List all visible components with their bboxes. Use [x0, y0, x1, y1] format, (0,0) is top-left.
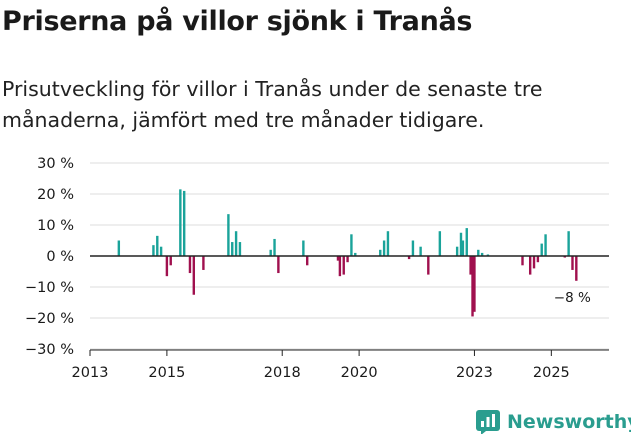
bar — [231, 242, 234, 256]
bar — [165, 256, 169, 277]
bar — [117, 240, 121, 256]
grid-lines — [90, 162, 609, 350]
bar — [563, 256, 566, 258]
bar — [471, 256, 474, 317]
bar — [567, 231, 570, 256]
x-tick-label: 2013 — [72, 365, 109, 381]
bar — [386, 231, 390, 256]
bar — [350, 234, 353, 256]
bar — [536, 256, 540, 263]
bar — [532, 256, 536, 269]
bar — [227, 214, 230, 256]
bar — [159, 246, 163, 256]
bar — [480, 252, 484, 256]
bar — [182, 190, 186, 256]
bar — [202, 256, 205, 270]
bar — [419, 246, 422, 256]
x-tick-label: 2020 — [341, 365, 378, 381]
bar — [152, 245, 155, 256]
x-tick-label: 2025 — [533, 365, 570, 381]
bar — [346, 256, 349, 263]
brand-logo[interactable]: Newsworthy — [476, 407, 631, 437]
bar — [528, 256, 532, 275]
bar — [234, 231, 238, 256]
y-tick-label: −30 % — [25, 342, 74, 358]
bar — [306, 256, 309, 266]
chart-title: Priserna på villor sjönk i Tranås — [2, 6, 473, 37]
bar — [461, 240, 465, 256]
bar — [540, 243, 543, 256]
bars — [117, 189, 578, 317]
y-tick-label: 0 % — [46, 249, 74, 265]
bar — [571, 256, 574, 270]
bar — [336, 256, 340, 261]
y-tick-label: −10 % — [25, 280, 74, 296]
y-tick-label: 30 % — [37, 156, 74, 172]
bar — [469, 256, 472, 275]
bar — [277, 256, 280, 274]
chart-subtitle: Prisutveckling för villor i Tranås under… — [2, 77, 543, 132]
bar — [354, 252, 357, 256]
bar — [473, 256, 476, 312]
bar — [179, 189, 182, 256]
brand-name: Newsworthy — [507, 411, 631, 433]
bar — [411, 240, 415, 256]
bar — [169, 256, 172, 266]
bar — [188, 256, 192, 274]
bar — [486, 254, 490, 256]
bar — [575, 256, 578, 281]
bar — [156, 235, 159, 256]
bar — [379, 249, 382, 256]
bar — [438, 231, 442, 256]
x-tick-label: 2023 — [456, 365, 493, 381]
annotations: −8 % — [554, 290, 591, 306]
x-axis-ticks: 2013 2015 2018 2020 2023 2025 — [72, 350, 570, 381]
y-tick-label: 20 % — [37, 187, 74, 203]
bar — [427, 256, 430, 275]
bar — [521, 256, 524, 266]
bar — [338, 256, 342, 277]
bar — [192, 256, 195, 295]
bar — [407, 256, 411, 260]
bar — [238, 242, 242, 256]
bar — [302, 240, 305, 256]
bar — [382, 240, 386, 256]
bar — [269, 249, 272, 256]
annotation-label: −8 % — [554, 290, 591, 306]
bar — [544, 234, 547, 256]
x-tick-label: 2015 — [148, 365, 185, 381]
bar — [273, 238, 276, 256]
y-tick-label: 10 % — [37, 218, 74, 234]
bar — [477, 249, 480, 256]
bar — [455, 246, 459, 256]
x-tick-label: 2018 — [264, 365, 301, 381]
bar — [465, 228, 468, 256]
y-axis-labels: 30 % 20 % 10 % 0 % −10 % −20 % −30 % — [25, 156, 74, 358]
bar — [342, 256, 345, 275]
newsworthy-logo-icon — [476, 410, 500, 434]
bar — [459, 232, 463, 256]
y-tick-label: −20 % — [25, 311, 74, 327]
